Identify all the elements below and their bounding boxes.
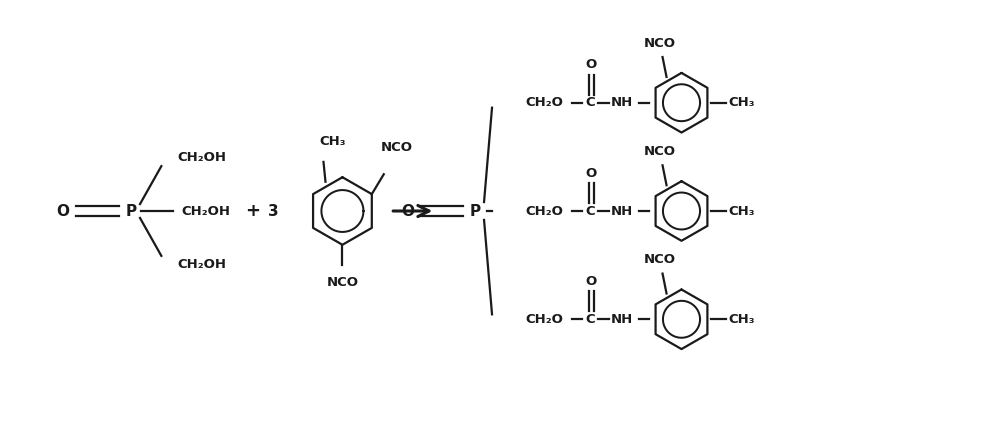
Text: C: C [585, 313, 595, 326]
Text: CH₃: CH₃ [728, 205, 755, 217]
Text: NH: NH [611, 205, 633, 217]
Text: CH₂OH: CH₂OH [181, 205, 230, 217]
Text: C: C [585, 205, 595, 217]
Text: O: O [401, 203, 414, 219]
Text: C: C [585, 96, 595, 109]
Text: CH₃: CH₃ [319, 135, 346, 148]
Text: NCO: NCO [326, 276, 358, 289]
Text: O: O [585, 59, 596, 71]
Text: O: O [585, 275, 596, 288]
Text: O: O [57, 203, 70, 219]
Text: CH₂OH: CH₂OH [178, 151, 227, 164]
Text: NH: NH [611, 96, 633, 109]
Text: NH: NH [611, 313, 633, 326]
Text: CH₂O: CH₂O [525, 96, 563, 109]
Text: P: P [125, 203, 137, 219]
Text: NCO: NCO [644, 253, 676, 266]
Text: NCO: NCO [644, 37, 676, 50]
Text: O: O [585, 167, 596, 180]
Text: CH₃: CH₃ [728, 313, 755, 326]
Text: 3: 3 [268, 203, 279, 219]
Text: NCO: NCO [380, 141, 412, 154]
Text: CH₃: CH₃ [728, 96, 755, 109]
Text: P: P [470, 203, 481, 219]
Text: CH₂O: CH₂O [525, 313, 563, 326]
Text: CH₂OH: CH₂OH [178, 258, 227, 271]
Text: +: + [245, 202, 260, 220]
Text: CH₂O: CH₂O [525, 205, 563, 217]
Text: NCO: NCO [644, 145, 676, 158]
